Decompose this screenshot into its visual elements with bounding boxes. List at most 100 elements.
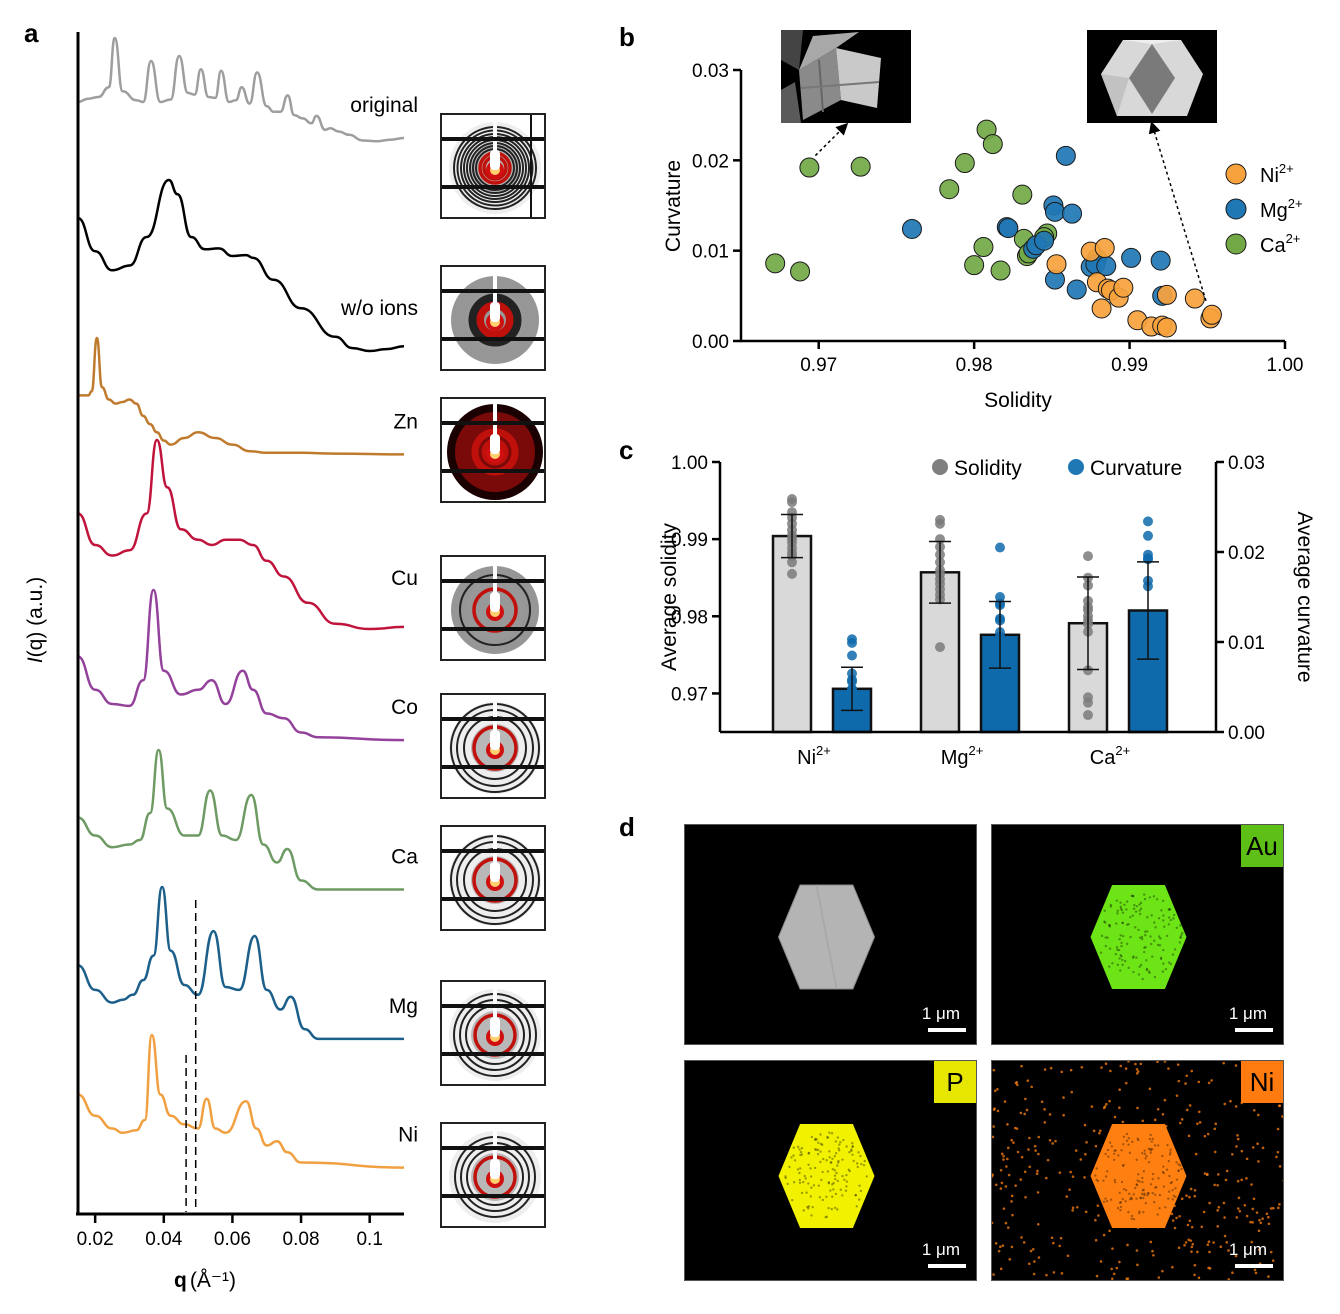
signal-speckle bbox=[1008, 1258, 1012, 1261]
signal-speckle bbox=[1208, 1250, 1211, 1254]
y-tick-label-right: 0.01 bbox=[1228, 633, 1265, 654]
signal-speckle bbox=[997, 1249, 1001, 1253]
noise-speck bbox=[1120, 1180, 1124, 1184]
noise-speck bbox=[799, 1150, 803, 1154]
signal-speckle bbox=[1183, 1243, 1186, 1247]
x-category-label: Ni2+ bbox=[797, 743, 831, 769]
scatter-point-ca bbox=[850, 156, 871, 177]
noise-speck bbox=[830, 1207, 833, 1211]
noise-speck bbox=[1138, 912, 1142, 916]
noise-speck bbox=[1171, 1198, 1174, 1201]
noise-speck bbox=[1123, 903, 1126, 907]
scale-bar bbox=[928, 1028, 966, 1032]
noise-speck bbox=[832, 1181, 835, 1185]
legend-marker bbox=[932, 459, 948, 475]
noise-speck bbox=[1125, 942, 1129, 946]
solidity-curvature-scatter: 0.97 0.98 0.99 1.00 0.00 0.01 0.02 0.03 Solidit… bbox=[662, 61, 1303, 412]
noise-speck bbox=[1137, 1173, 1140, 1176]
noise-speck bbox=[822, 1157, 825, 1161]
signal-speckle bbox=[1095, 1274, 1099, 1278]
noise-speck bbox=[1151, 1177, 1154, 1181]
signal-speckle bbox=[1275, 1155, 1278, 1159]
noise-speck bbox=[841, 1194, 844, 1197]
noise-speck bbox=[833, 1174, 837, 1177]
noise-speck bbox=[1120, 955, 1123, 958]
saxs-profile-chart: 0.02 0.04 0.06 0.08 0.1 original w/o ions Zn Cu… bbox=[24, 32, 418, 1292]
noise-speck bbox=[1135, 1197, 1138, 1200]
saxs-2d-pattern-ca bbox=[440, 825, 546, 931]
signal-speckle bbox=[1186, 1223, 1190, 1227]
signal-speckle bbox=[994, 1242, 998, 1245]
signal-speckle bbox=[999, 1187, 1003, 1190]
noise-speck bbox=[835, 1171, 838, 1175]
detector-gap bbox=[442, 849, 544, 853]
saxs-pattern-graphic bbox=[442, 115, 544, 217]
noise-speck bbox=[806, 1205, 809, 1209]
noise-speck bbox=[1151, 1147, 1154, 1151]
noise-speck bbox=[819, 1133, 822, 1136]
signal-speckle bbox=[1062, 1096, 1065, 1099]
signal-speckle bbox=[1126, 1243, 1129, 1247]
noise-speck bbox=[1150, 914, 1153, 917]
noise-speck bbox=[1123, 959, 1127, 963]
noise-speck bbox=[1149, 1133, 1152, 1137]
trace-woions bbox=[77, 178, 405, 353]
noise-speck bbox=[1166, 1143, 1169, 1147]
noise-speck bbox=[786, 1182, 789, 1186]
legend-label: Ni2+ bbox=[1260, 161, 1294, 187]
detector-gap bbox=[442, 765, 544, 769]
noise-speck bbox=[1173, 948, 1177, 951]
signal-speckle bbox=[1190, 1069, 1194, 1073]
noise-speck bbox=[833, 1169, 837, 1172]
noise-speck bbox=[827, 1181, 830, 1184]
x-tick-label: 0.04 bbox=[145, 1229, 182, 1250]
y-tick-label: 0.02 bbox=[692, 151, 729, 172]
noise-speck bbox=[1157, 1144, 1160, 1147]
panel-letter-b: b bbox=[619, 22, 635, 52]
noise-speck bbox=[841, 1158, 844, 1161]
signal-speckle bbox=[1037, 1135, 1041, 1139]
noise-speck bbox=[1171, 953, 1175, 956]
y-axis-label-i: I bbox=[24, 657, 47, 663]
trace-label: Ni bbox=[398, 1124, 418, 1147]
category-sup: 2+ bbox=[968, 743, 983, 758]
noise-speck bbox=[1142, 1196, 1145, 1200]
noise-speck bbox=[1154, 926, 1157, 929]
y-axis-label: Curvature bbox=[662, 160, 685, 252]
signal-speckle bbox=[1027, 1148, 1030, 1151]
signal-speckle bbox=[1046, 1158, 1050, 1162]
category-sup: 2+ bbox=[816, 743, 831, 758]
legend-label-sup: 2+ bbox=[1286, 231, 1301, 246]
data-point-solidity bbox=[935, 642, 945, 653]
signal-speckle bbox=[1237, 1196, 1241, 1200]
signal-speckle bbox=[1223, 1102, 1227, 1106]
signal-speckle bbox=[1175, 1094, 1179, 1097]
signal-speckle bbox=[1024, 1097, 1027, 1101]
signal-speckle bbox=[1236, 1134, 1239, 1137]
noise-speck bbox=[1119, 934, 1122, 937]
noise-speck bbox=[1119, 1205, 1123, 1209]
noise-speck bbox=[807, 1207, 810, 1210]
noise-speck bbox=[1119, 1208, 1122, 1212]
noise-speck bbox=[1162, 1165, 1165, 1168]
trace-mg bbox=[77, 885, 404, 1041]
noise-speck bbox=[1118, 1201, 1122, 1205]
scatter-point-ni bbox=[1046, 254, 1067, 275]
noise-speck bbox=[1106, 1148, 1110, 1152]
signal-speckle bbox=[1216, 1183, 1219, 1187]
signal-speckle bbox=[1099, 1260, 1103, 1263]
signal-speckle bbox=[1127, 1061, 1130, 1063]
noise-speck bbox=[1135, 956, 1138, 959]
noise-speck bbox=[859, 1154, 862, 1158]
signal-speckle bbox=[1010, 1245, 1014, 1249]
noise-speck bbox=[791, 1198, 794, 1202]
noise-speck bbox=[831, 1168, 835, 1171]
data-point-solidity bbox=[1083, 551, 1093, 562]
noise-speck bbox=[1177, 1163, 1180, 1166]
noise-speck bbox=[1106, 936, 1109, 939]
beamstop bbox=[490, 302, 500, 322]
noise-speck bbox=[1108, 1141, 1112, 1144]
noise-speck bbox=[1138, 909, 1141, 912]
signal-speckle bbox=[1190, 1225, 1194, 1229]
noise-speck bbox=[788, 1165, 791, 1169]
